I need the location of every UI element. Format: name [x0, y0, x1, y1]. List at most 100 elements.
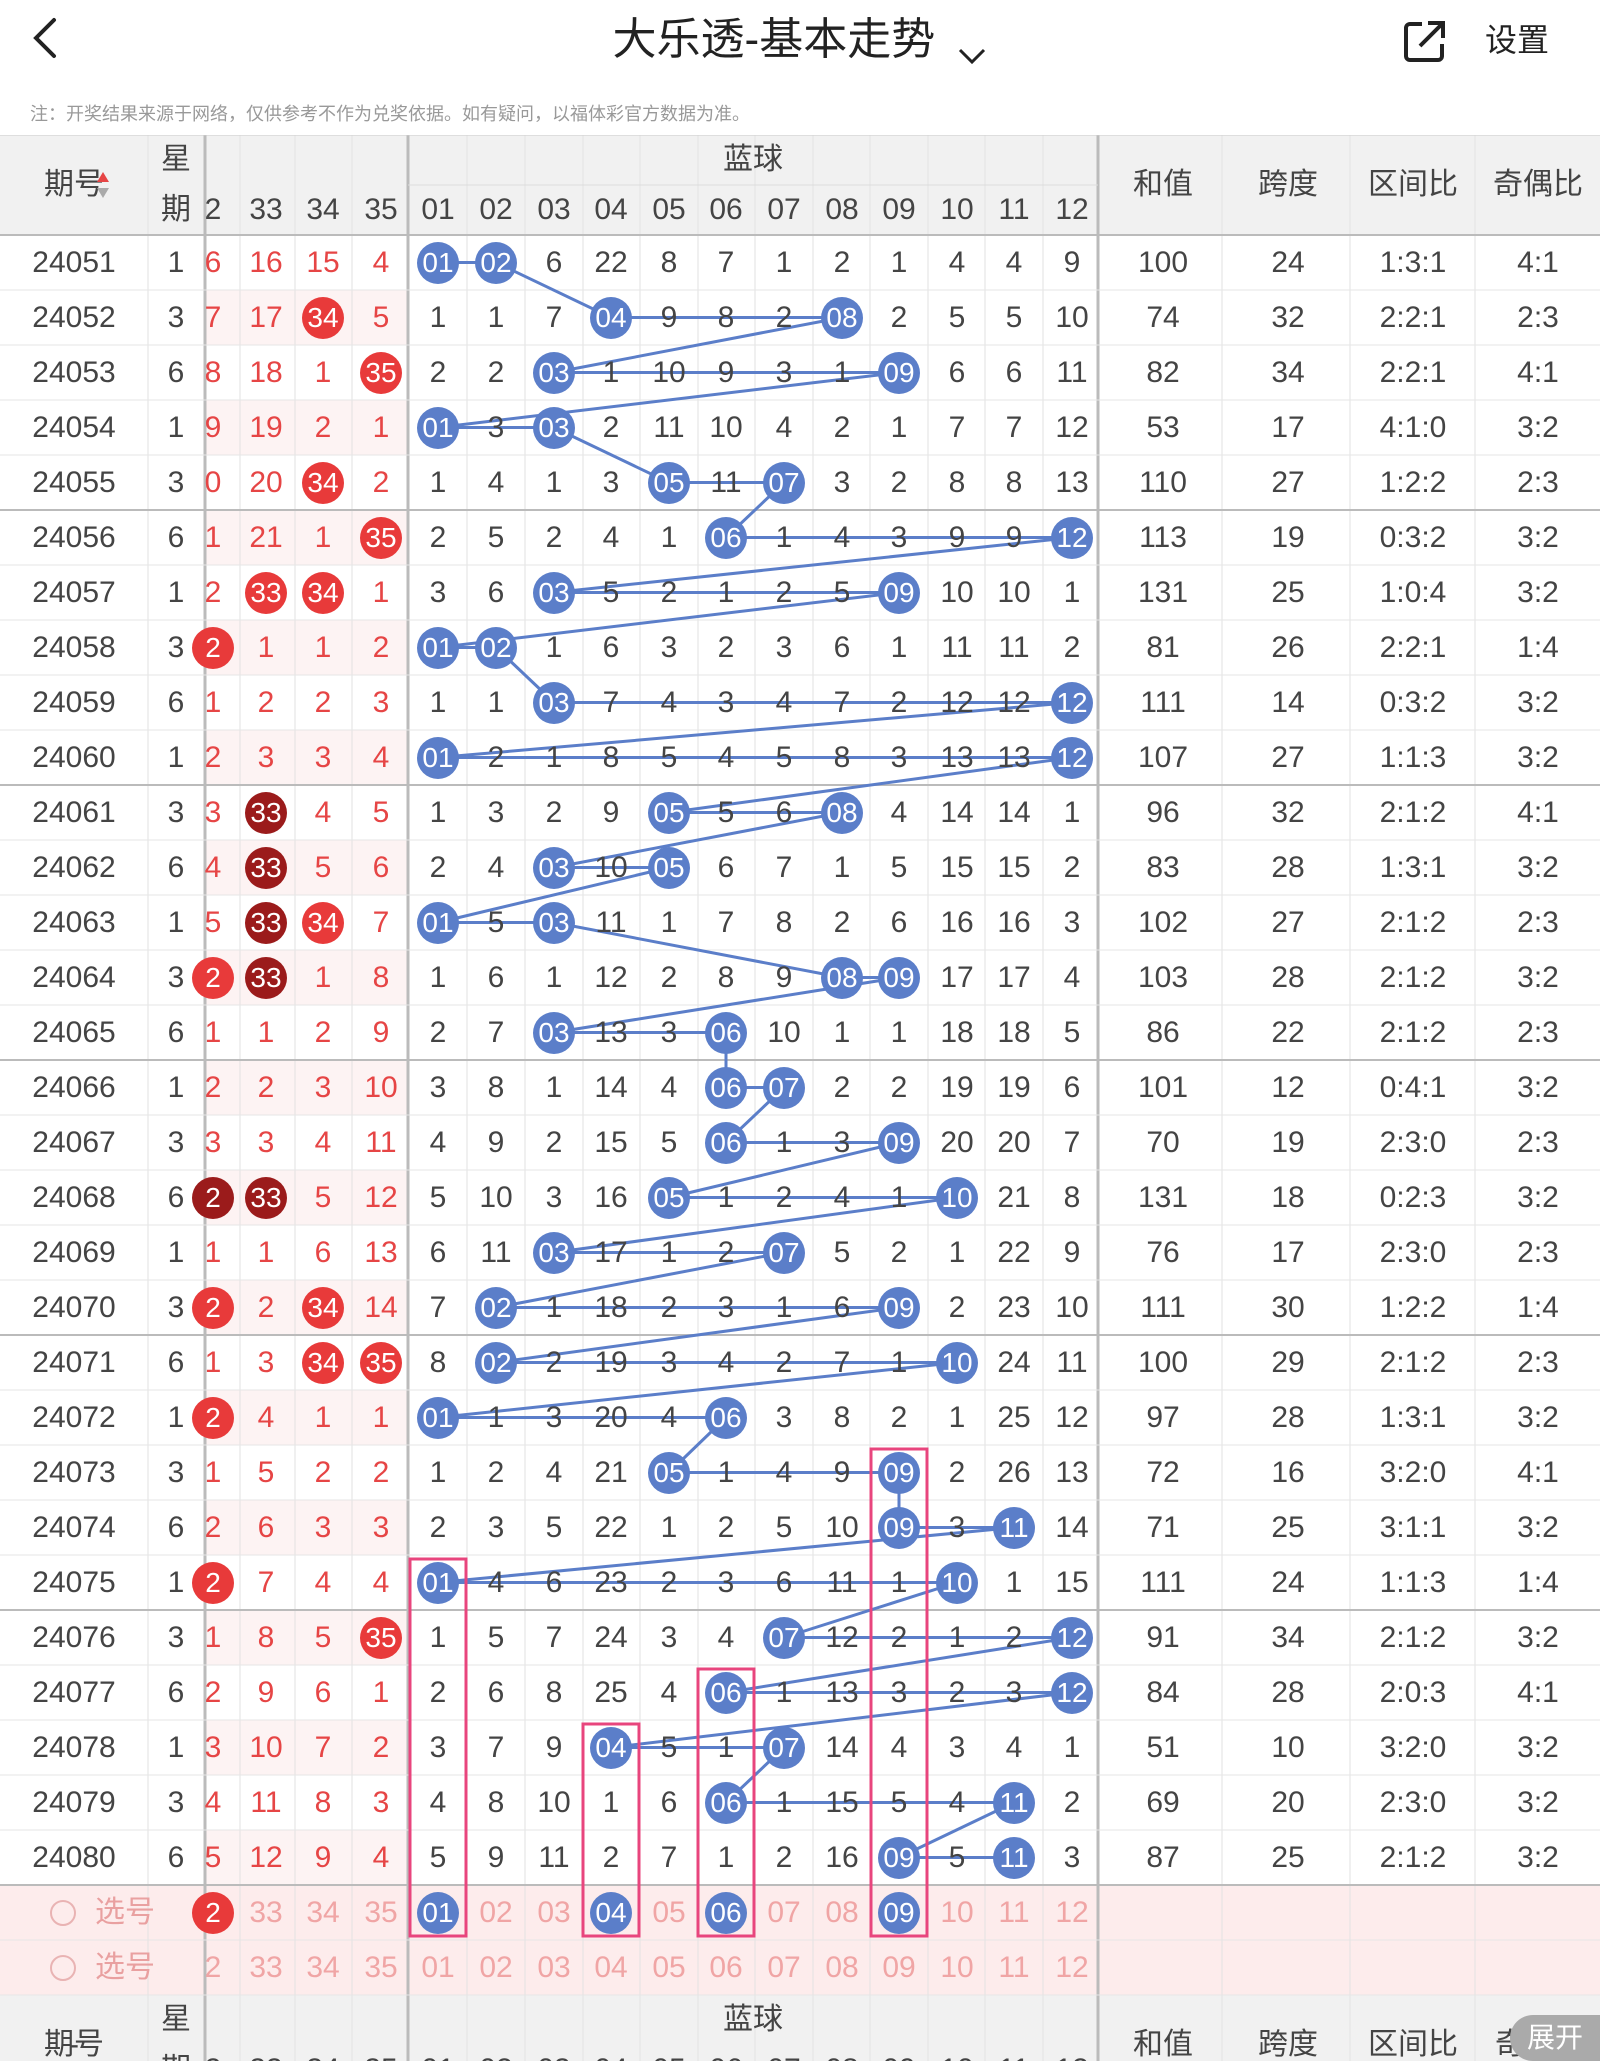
share-icon[interactable] — [1400, 16, 1450, 66]
front-number: 12 — [249, 1840, 283, 1874]
front-number: 10 — [364, 1070, 398, 1104]
select-blue-number[interactable]: 07 — [767, 1895, 801, 1929]
blue-miss-count: 2 — [545, 1125, 563, 1159]
blue-miss-count: 2 — [1063, 850, 1081, 884]
blue-miss-count: 3 — [948, 1510, 966, 1544]
select-front-number[interactable]: 34 — [306, 1950, 340, 1984]
select-blue-number[interactable]: 11 — [998, 1895, 1030, 1929]
blue-miss-count: 11 — [826, 1565, 858, 1599]
blue-miss-count: 3 — [660, 630, 678, 664]
blue-miss-count: 2 — [602, 1840, 620, 1874]
select-blue-number[interactable]: 08 — [825, 1895, 859, 1929]
select-blue-number[interactable]: 02 — [479, 1950, 513, 1984]
front-number: 5 — [204, 1840, 222, 1874]
front-stripe — [205, 1830, 408, 1885]
select-blue-number[interactable]: 09 — [882, 1950, 916, 1984]
blue-miss-count: 4 — [775, 685, 793, 719]
blue-miss-count: 8 — [429, 1345, 447, 1379]
select-front-number[interactable]: 2 — [192, 1891, 234, 1934]
select-blue-number[interactable]: 06 — [705, 1891, 747, 1934]
select-radio[interactable] — [50, 1954, 76, 1981]
select-radio[interactable] — [50, 1899, 76, 1926]
blue-miss-count: 2 — [1063, 1785, 1081, 1819]
blue-miss-count: 6 — [775, 1565, 793, 1599]
blue-miss-count: 1 — [602, 355, 620, 389]
front-number: 33 — [245, 571, 287, 614]
expand-button[interactable]: 展开 — [1510, 2015, 1600, 2061]
blue-ball: 03 — [533, 571, 575, 614]
blue-miss-count: 2 — [660, 575, 678, 609]
select-blue-number[interactable]: 05 — [652, 1895, 686, 1929]
select-front-number[interactable]: 2 — [204, 1950, 222, 1984]
select-blue-number[interactable]: 11 — [998, 1950, 1030, 1984]
blue-miss-count: 11 — [941, 630, 973, 664]
select-blue-number[interactable]: 12 — [1055, 1950, 1089, 1984]
blue-ball: 01 — [417, 241, 459, 284]
select-blue-number[interactable]: 04 — [594, 1950, 628, 1984]
front-number: 5 — [204, 905, 222, 939]
select-front-number[interactable]: 33 — [249, 1895, 283, 1929]
blue-miss-count: 3 — [1063, 905, 1081, 939]
select-blue-number[interactable]: 12 — [1055, 1895, 1089, 1929]
back-arrow-icon[interactable] — [30, 14, 74, 68]
select-blue-number[interactable]: 01 — [417, 1891, 459, 1934]
blue-ball: 01 — [417, 406, 459, 449]
front-number: 6 — [372, 850, 390, 884]
blue-miss-count: 16 — [594, 1180, 628, 1214]
select-front-number[interactable]: 35 — [364, 1950, 398, 1984]
row-oddeven: 3:2 — [1517, 1510, 1559, 1544]
select-blue-number[interactable]: 03 — [537, 1950, 571, 1984]
blue-miss-count: 7 — [833, 1345, 851, 1379]
blue-ball: 02 — [475, 1286, 517, 1329]
blue-miss-count: 10 — [1055, 1290, 1089, 1324]
select-label[interactable]: 选号 — [95, 1950, 155, 1984]
select-label[interactable]: 选号 — [95, 1895, 155, 1929]
blue-ball: 03 — [533, 1011, 575, 1054]
select-blue-number[interactable]: 05 — [652, 1950, 686, 1984]
select-blue-number[interactable]: 08 — [825, 1950, 859, 1984]
row-span: 14 — [1271, 685, 1305, 719]
select-blue-number[interactable]: 09 — [878, 1891, 920, 1934]
front-number: 7 — [314, 1730, 332, 1764]
front-number: 2 — [192, 1176, 234, 1219]
front-number: 35 — [360, 1616, 402, 1659]
chevron-down-icon — [957, 27, 987, 65]
blue-miss-count: 3 — [890, 1675, 908, 1709]
select-blue-number[interactable]: 02 — [479, 1895, 513, 1929]
blue-miss-count: 6 — [1063, 1070, 1081, 1104]
header-span: 跨度 — [1258, 168, 1318, 201]
page-title[interactable]: 大乐透-基本走势 — [560, 10, 1040, 70]
row-week: 1 — [167, 410, 185, 444]
blue-miss-count: 5 — [545, 1510, 563, 1544]
settings-button[interactable]: 设置 — [1485, 22, 1550, 58]
select-blue-number[interactable]: 04 — [590, 1891, 632, 1934]
select-blue-number[interactable]: 07 — [767, 1950, 801, 1984]
row-span: 28 — [1271, 960, 1305, 994]
blue-miss-count: 2 — [717, 630, 735, 664]
footer-dash: - — [69, 2028, 79, 2061]
footer-header-bg — [0, 1995, 1600, 2061]
row-period: 24066 — [32, 1070, 116, 1104]
select-front-number[interactable]: 35 — [364, 1895, 398, 1929]
select-blue-number[interactable]: 06 — [709, 1950, 743, 1984]
select-front-number[interactable]: 33 — [249, 1950, 283, 1984]
blue-ball: 07 — [763, 461, 805, 504]
select-blue-number[interactable]: 03 — [537, 1895, 571, 1929]
row-week: 3 — [167, 795, 185, 829]
header-blue-06: 06 — [709, 193, 743, 226]
select-blue-number[interactable]: 10 — [940, 1950, 974, 1984]
blue-ball: 01 — [417, 626, 459, 669]
select-blue-number[interactable]: 10 — [940, 1895, 974, 1929]
select-blue-number[interactable]: 01 — [421, 1950, 455, 1984]
row-zone: 2:1:2 — [1379, 1620, 1447, 1654]
select-front-number[interactable]: 34 — [306, 1895, 340, 1929]
front-number: 3 — [257, 1125, 275, 1159]
trend-line-segment — [553, 536, 1073, 594]
sort-icon[interactable] — [96, 170, 110, 200]
row-period: 24079 — [32, 1785, 116, 1819]
trend-line-segment — [668, 756, 1073, 814]
blue-miss-count: 7 — [429, 1290, 447, 1324]
front-stripe — [205, 1060, 408, 1115]
blue-miss-count: 2 — [948, 1675, 966, 1709]
front-number: 7 — [257, 1565, 275, 1599]
